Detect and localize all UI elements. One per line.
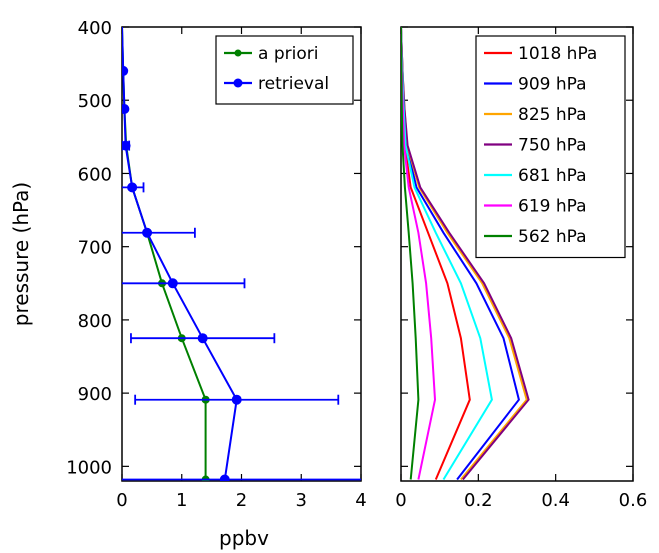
data-point <box>219 474 230 481</box>
data-point <box>122 104 130 115</box>
data-point <box>142 227 153 238</box>
series-a-priori <box>122 27 210 481</box>
y-tick-label: 700 <box>78 238 112 259</box>
legend-label: 619 hPa <box>518 197 587 217</box>
legend-label: 1018 hPa <box>518 44 597 64</box>
legend-label: 562 hPa <box>518 227 587 247</box>
x-tick-label: 2 <box>236 490 247 511</box>
series-line <box>401 27 420 480</box>
x-tick-label: 0 <box>116 490 127 511</box>
data-point <box>167 278 178 289</box>
x-tick-label: 0.4 <box>541 490 570 511</box>
plot-frame <box>400 26 634 482</box>
legend: 1018 hPa 909 hPa 825 hPa 750 hPa 681 hPa 619 … <box>475 35 626 259</box>
plot-area <box>122 27 361 481</box>
legend-label: 681 hPa <box>518 166 587 186</box>
legend-label: 750 hPa <box>518 136 587 156</box>
y-tick-label: 600 <box>78 164 112 185</box>
series-line <box>122 27 207 480</box>
legend-box <box>475 35 626 259</box>
x-tick-label: 0.2 <box>464 490 493 511</box>
legend-label: a priori <box>258 44 318 64</box>
y-tick-label: 500 <box>78 91 112 112</box>
legend-marker <box>233 78 243 88</box>
data-point <box>122 65 129 76</box>
legend-label: retrieval <box>258 74 329 94</box>
y-tick-label: 900 <box>78 384 112 405</box>
data-point <box>127 182 138 193</box>
series-line <box>122 27 238 480</box>
y-tick-label: 1000 <box>66 457 112 478</box>
y-axis-label: pressure (hPa) <box>9 182 33 326</box>
x-tick-label: 4 <box>355 490 366 511</box>
data-point <box>231 394 242 405</box>
series-562-hpa <box>401 27 420 480</box>
left-panel: 0 1 2 3 4 400 500 600 700 800 900 1000 a priori retri… <box>66 18 367 511</box>
series-line <box>401 27 471 480</box>
right-panel: 0 0.2 0.4 0.6 1018 hPa 909 hPa 825 hPa 750 hPa 6… <box>395 26 648 511</box>
legend-label: 825 hPa <box>518 105 587 125</box>
plot-area <box>401 27 530 481</box>
x-tick-label: 0.6 <box>619 490 648 511</box>
legend-marker <box>234 49 242 57</box>
legend: a priori retrieval <box>215 35 354 105</box>
y-tick-label: 800 <box>78 311 112 332</box>
legend-box <box>215 35 354 105</box>
x-axis-label: ppbv <box>219 526 269 550</box>
data-point <box>197 333 208 344</box>
x-tick-label: 3 <box>296 490 307 511</box>
legend-label: 909 hPa <box>518 75 587 95</box>
x-tick-label: 1 <box>176 490 187 511</box>
y-tick-label: 400 <box>78 18 112 39</box>
data-point <box>122 140 131 151</box>
x-tick-label: 0 <box>395 490 406 511</box>
series-retrieval <box>122 27 361 481</box>
series-1018-hpa <box>401 27 471 480</box>
